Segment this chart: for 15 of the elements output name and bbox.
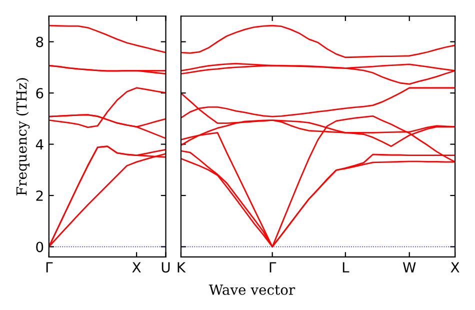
x-axis-title: Wave vector	[208, 284, 296, 295]
x-tick-label: U	[162, 262, 170, 273]
y-tick-label: 4	[36, 139, 44, 150]
x-tick-label: X	[132, 262, 141, 272]
y-axis-title: Frequency (THz)	[16, 78, 30, 196]
x-tick-label: Γ	[270, 262, 276, 272]
y-tick-label: 2	[36, 190, 43, 201]
y-tick-label: 6	[36, 88, 44, 98]
x-tick-label: X	[450, 262, 460, 272]
x-tick-label: K	[178, 262, 186, 272]
x-tick-label: W	[402, 262, 416, 272]
x-tick-label: L	[342, 262, 350, 272]
y-tick-label: 0	[36, 242, 44, 252]
y-tick-label: 8	[36, 36, 44, 48]
x-tick-label: Γ	[46, 262, 53, 272]
